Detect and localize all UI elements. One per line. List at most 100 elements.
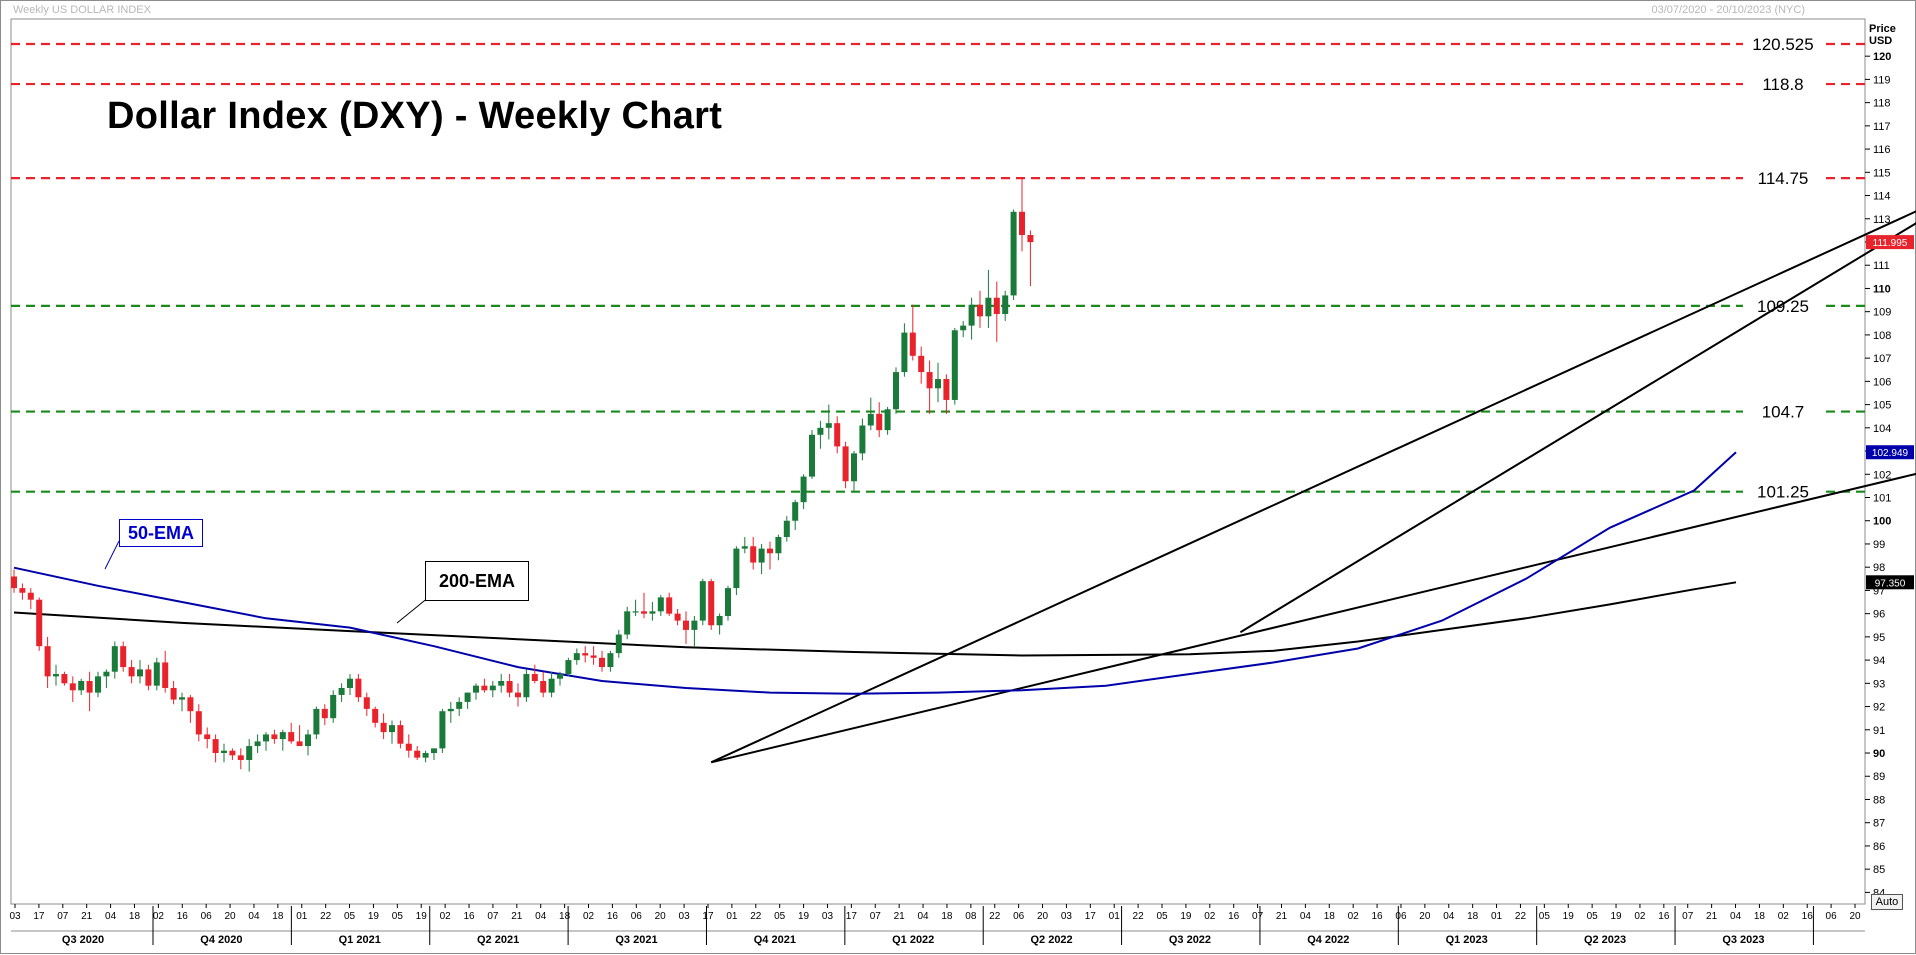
x-tick-label: 16 <box>607 911 619 922</box>
candle-body <box>918 355 925 373</box>
y-tick-label: 118 <box>1873 98 1891 110</box>
candle-bullish <box>657 595 664 616</box>
x-tick-label: 01 <box>296 911 308 922</box>
y-tick-label: 119 <box>1873 74 1891 86</box>
candle-bearish <box>842 441 849 489</box>
candle-bearish <box>27 588 34 609</box>
candle-bearish <box>515 683 521 707</box>
quarter-label: Q2 2022 <box>1030 934 1072 946</box>
x-tick-label: 16 <box>1228 911 1240 922</box>
candle-body <box>11 576 17 589</box>
currency-label: USD <box>1869 35 1893 47</box>
candle-body <box>137 669 143 677</box>
candle-body <box>506 681 513 693</box>
x-tick-label: 08 <box>965 911 977 922</box>
candle-body <box>993 297 1000 314</box>
candle-bearish <box>876 402 883 438</box>
y-tick-label: 113 <box>1873 214 1891 226</box>
auto-scale-button[interactable]: Auto <box>1871 894 1903 910</box>
level-label-bg <box>1743 73 1823 96</box>
x-tick-label: 21 <box>511 911 523 922</box>
x-tick-label: 03 <box>679 911 691 922</box>
candle-body <box>464 692 471 702</box>
y-tick-label: 117 <box>1873 121 1891 133</box>
candle-bearish <box>1027 230 1034 287</box>
candle-body <box>985 297 992 317</box>
candle-bullish <box>523 669 530 702</box>
candle-body <box>380 722 387 733</box>
candle-bullish <box>935 362 941 403</box>
candle-body <box>859 425 866 454</box>
candle-body <box>179 697 185 700</box>
y-tick-label: 91 <box>1873 725 1885 737</box>
candle-body <box>111 646 118 672</box>
candle-body <box>641 611 647 614</box>
candle-bullish <box>347 674 353 695</box>
candle-body <box>699 581 706 621</box>
candle-bearish <box>237 748 244 770</box>
ema50-line <box>13 451 1737 695</box>
candle-body <box>78 681 85 691</box>
candle-bearish <box>993 281 1000 342</box>
level-label: 104.7 <box>1743 400 1823 423</box>
candle-bearish <box>590 646 597 665</box>
candle-bullish <box>624 606 631 640</box>
candle-bearish <box>531 664 538 684</box>
candle-bullish <box>951 327 958 405</box>
candle-bearish <box>170 681 177 705</box>
candle-bullish <box>817 420 824 449</box>
candle-body <box>582 653 589 656</box>
y-tick-label: 110 <box>1873 283 1891 295</box>
candle-body <box>313 708 320 735</box>
y-tick-label: 111 <box>1873 260 1890 272</box>
x-tick-label: 21 <box>81 911 93 922</box>
x-tick-label: 05 <box>1539 911 1551 922</box>
candle-body <box>842 446 849 482</box>
price-tag: 97.350 <box>1866 575 1914 590</box>
chart-header-left: Weekly US DOLLAR INDEX <box>13 4 151 16</box>
x-tick-label: 16 <box>463 911 475 922</box>
x-tick-label: 02 <box>583 911 595 922</box>
candle-bullish <box>313 706 320 740</box>
candle-bearish <box>372 706 379 728</box>
x-tick-label: 05 <box>1587 911 1599 922</box>
candle-bullish <box>263 732 269 751</box>
x-tick-label: 18 <box>1324 911 1336 922</box>
candle-bearish <box>128 660 135 684</box>
candle-body <box>783 520 790 537</box>
candle-body <box>968 304 975 326</box>
candle-bullish <box>716 613 723 635</box>
x-tick-label: 22 <box>989 911 1001 922</box>
candle-body <box>716 615 723 626</box>
x-tick-label: 01 <box>1109 911 1121 922</box>
y-tick-label: 99 <box>1873 539 1885 551</box>
candle-body <box>708 581 715 626</box>
ema200-line <box>13 581 1737 657</box>
candle-bearish <box>405 734 412 758</box>
candle-body <box>884 409 891 431</box>
candle-body <box>405 743 412 751</box>
candle-body <box>145 669 152 686</box>
candle-bullish <box>498 674 505 693</box>
x-tick-label: 19 <box>1180 911 1192 922</box>
candle-body <box>481 685 488 691</box>
candle-body <box>851 453 857 482</box>
x-tick-label: 20 <box>655 911 667 922</box>
quarter-label: Q3 2020 <box>62 934 104 946</box>
candle-bullish <box>254 734 261 754</box>
candle-bearish <box>44 636 51 688</box>
y-tick-label: 116 <box>1873 144 1891 156</box>
candle-body <box>557 674 563 679</box>
price-axis-title: Price USD <box>1869 23 1896 47</box>
candle-bullish <box>246 739 253 772</box>
x-tick-label: 21 <box>1706 911 1718 922</box>
candle-body <box>103 671 110 677</box>
candle-body <box>263 734 269 742</box>
candle-bearish <box>506 674 513 698</box>
candle-body <box>943 379 950 400</box>
candle-bearish <box>683 611 689 644</box>
candle-bullish <box>968 297 975 340</box>
x-tick-label: 19 <box>1610 911 1622 922</box>
candle-body <box>44 646 51 677</box>
